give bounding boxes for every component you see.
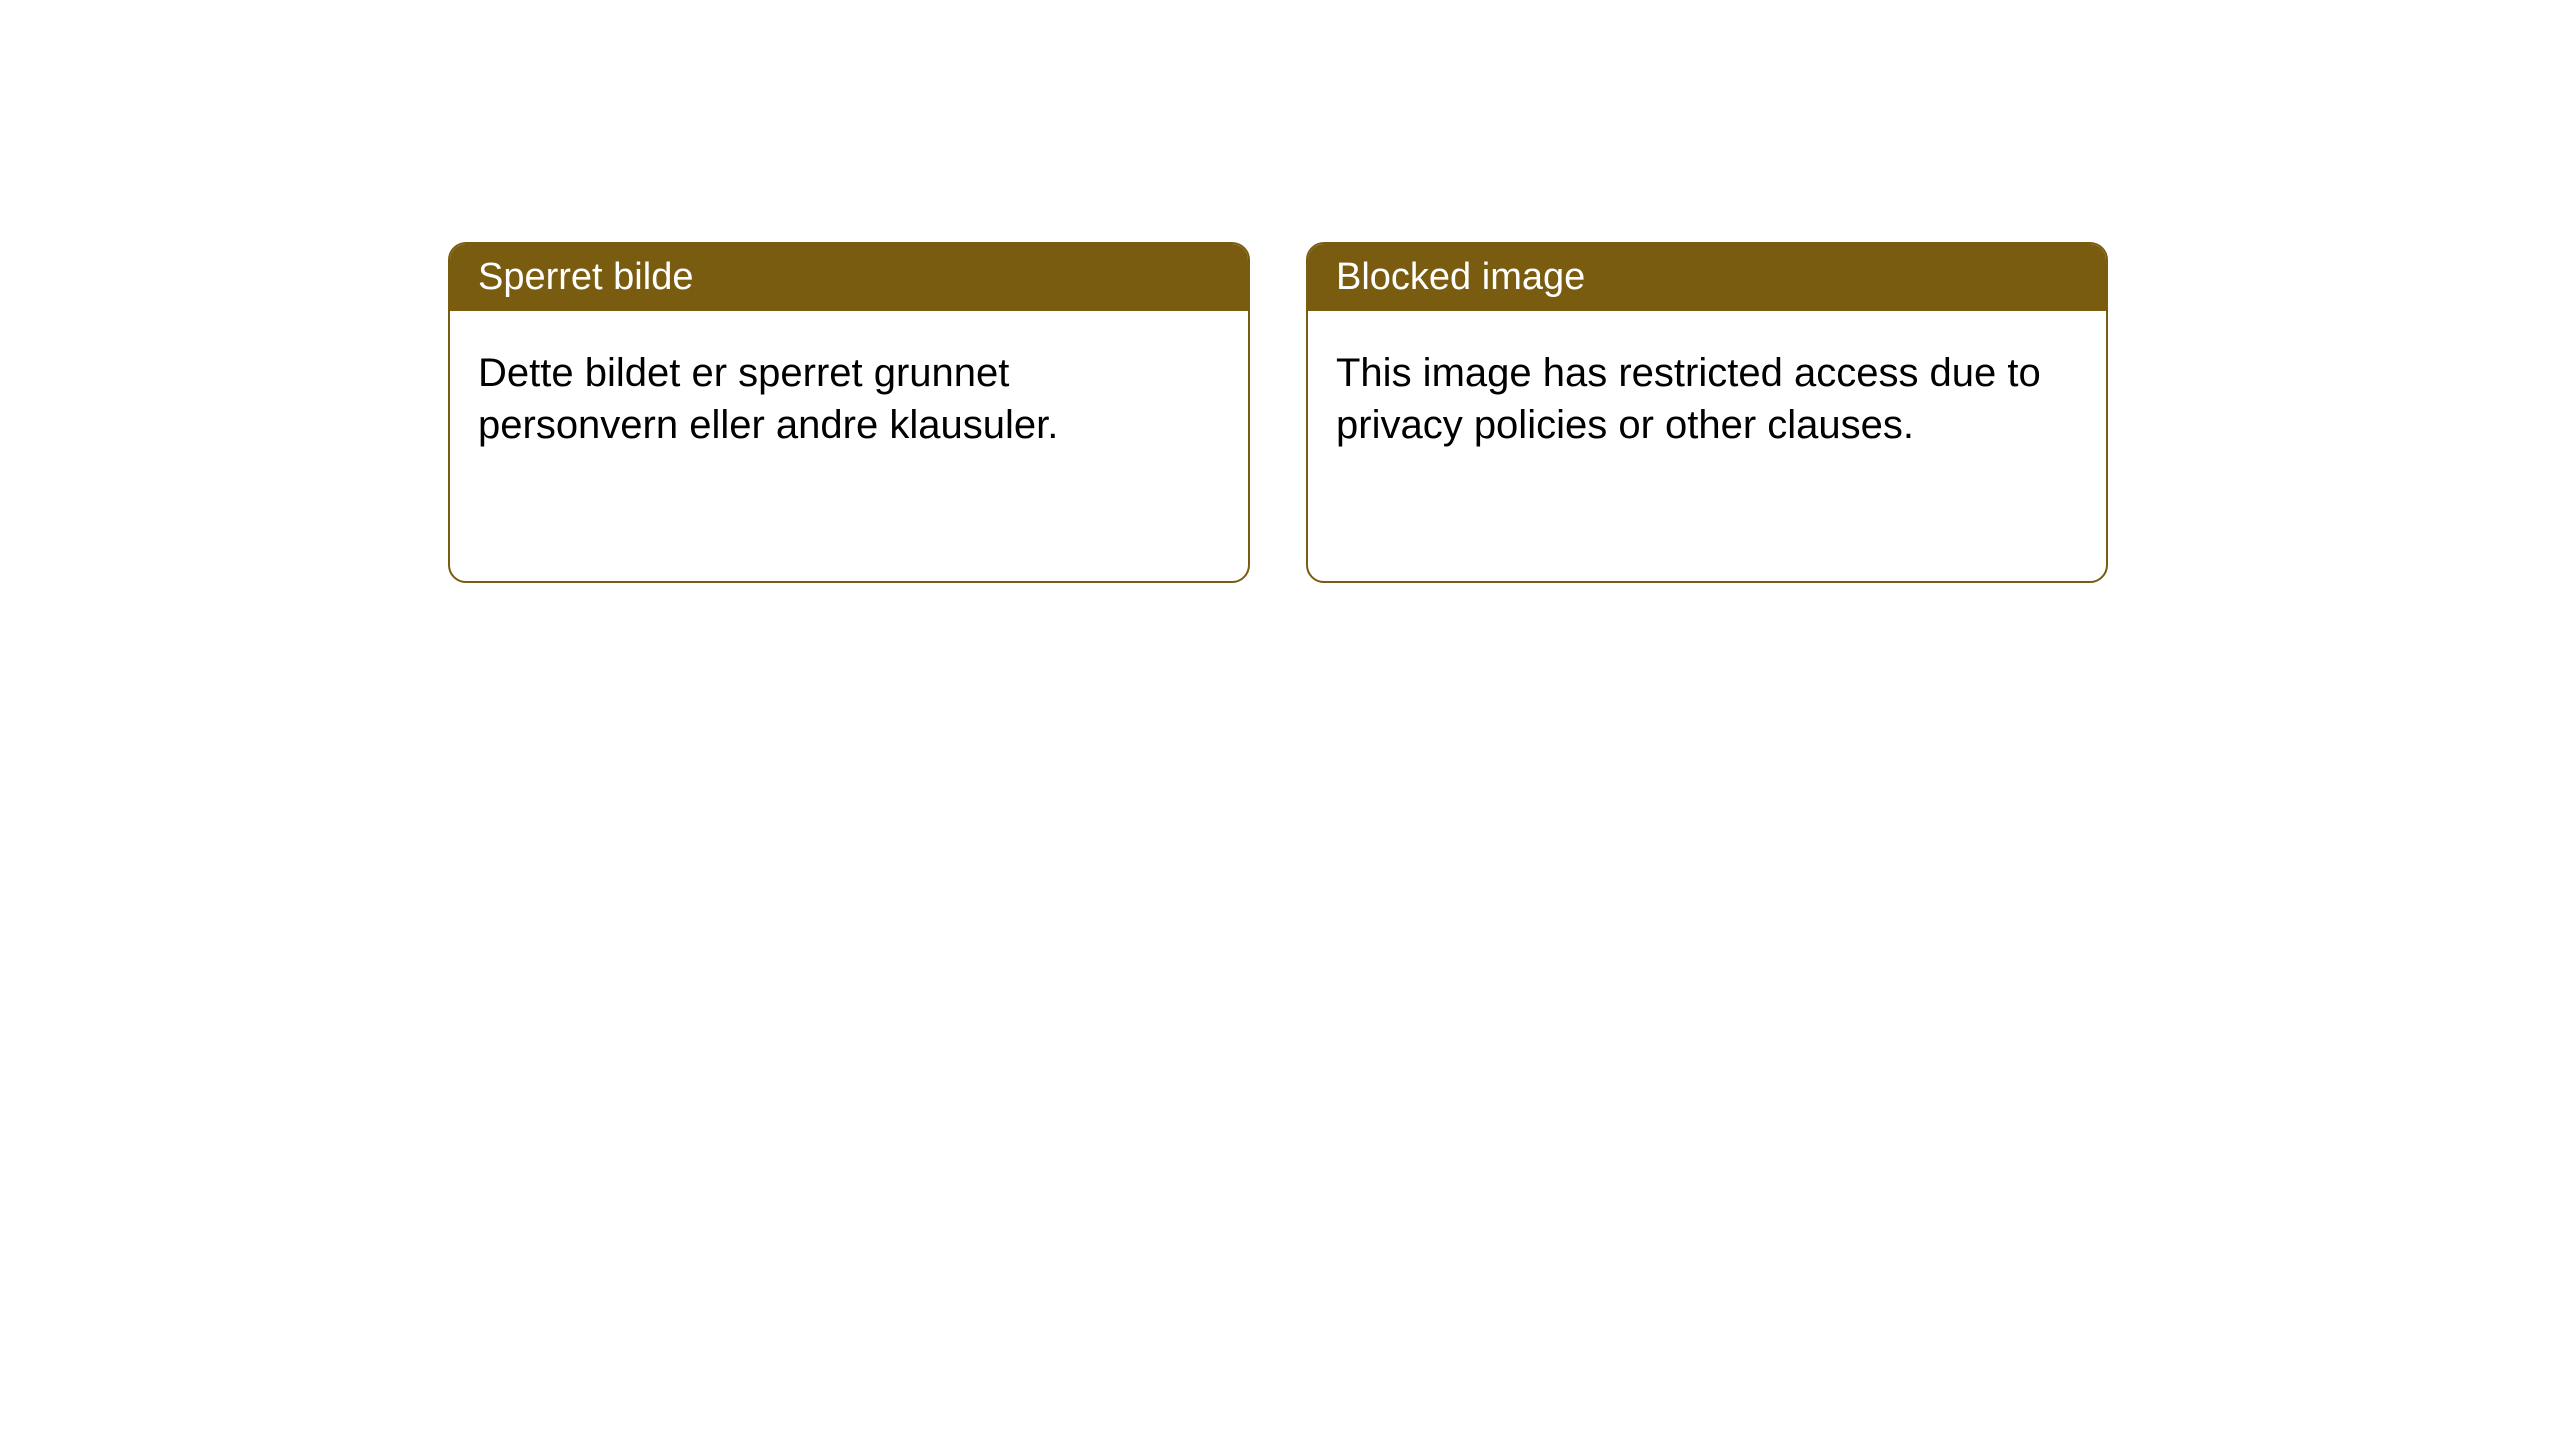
card-title: Blocked image [1336, 256, 1585, 298]
card-body-text: This image has restricted access due to … [1336, 351, 2041, 447]
notice-card-english: Blocked image This image has restricted … [1306, 242, 2108, 583]
card-body: This image has restricted access due to … [1308, 311, 2106, 581]
notice-container: Sperret bilde Dette bildet er sperret gr… [0, 0, 2560, 583]
card-title: Sperret bilde [478, 256, 693, 298]
card-header: Blocked image [1308, 244, 2106, 311]
card-body: Dette bildet er sperret grunnet personve… [450, 311, 1248, 581]
card-header: Sperret bilde [450, 244, 1248, 311]
notice-card-norwegian: Sperret bilde Dette bildet er sperret gr… [448, 242, 1250, 583]
card-body-text: Dette bildet er sperret grunnet personve… [478, 351, 1058, 447]
